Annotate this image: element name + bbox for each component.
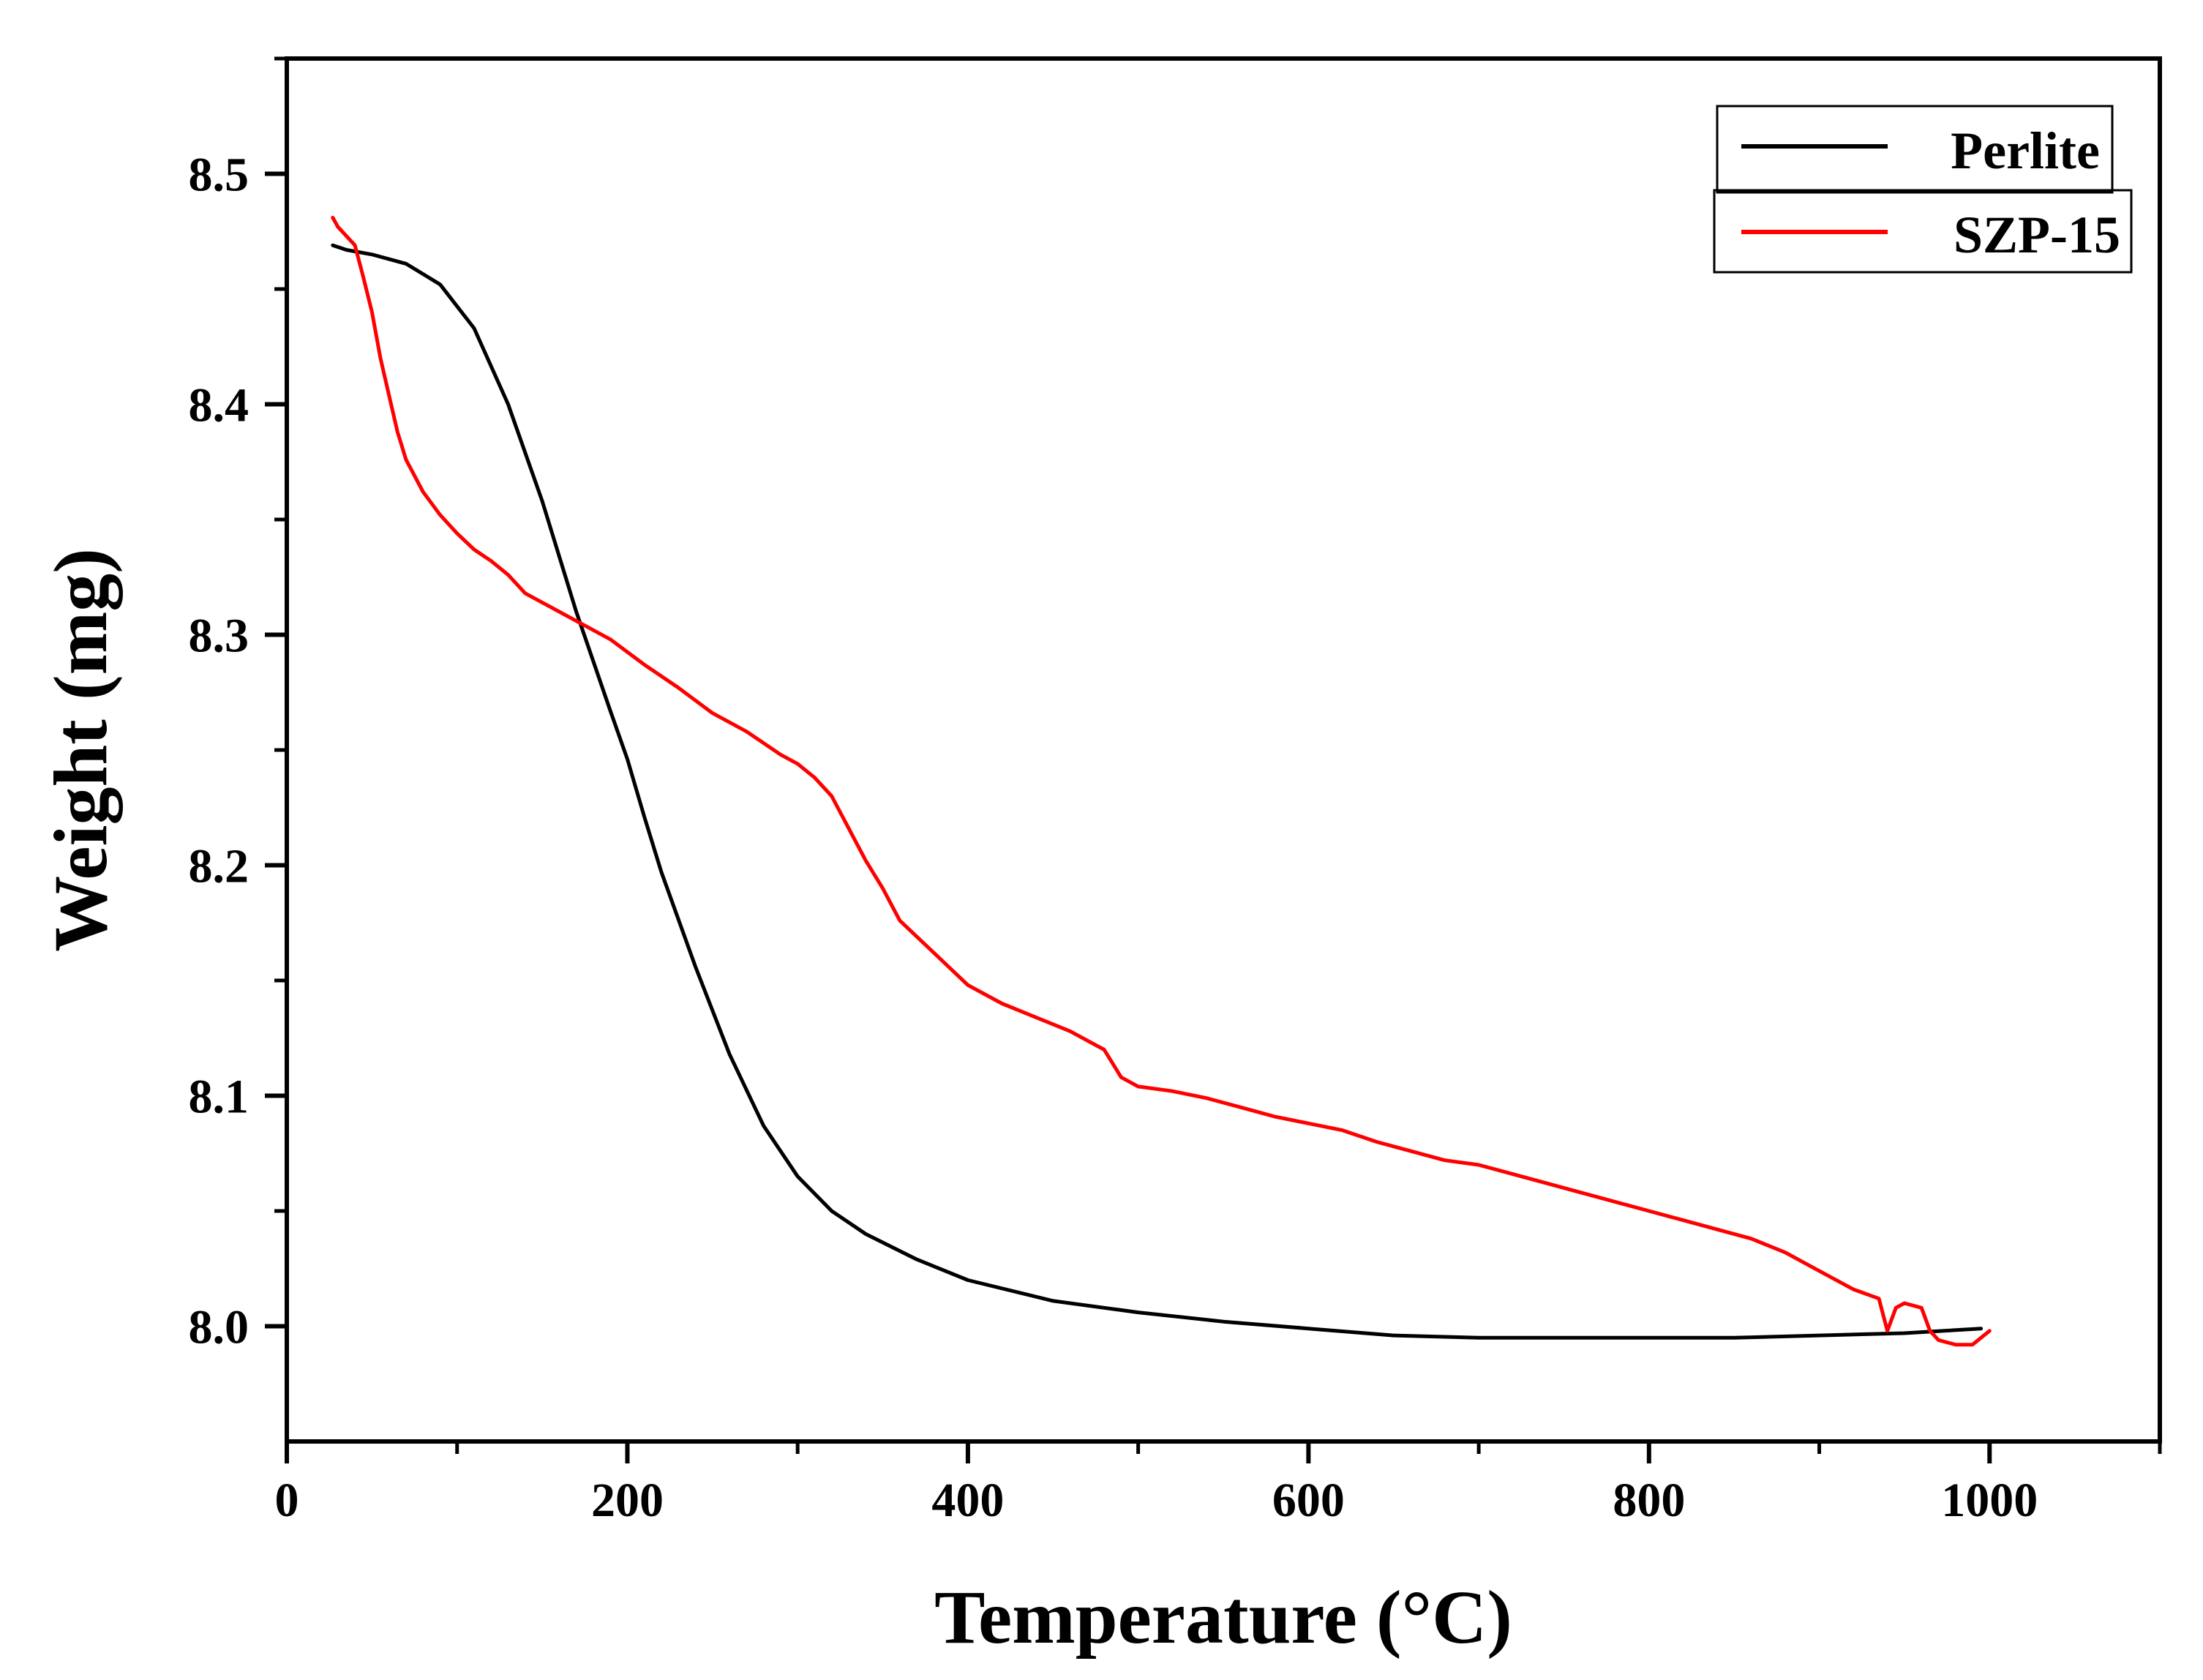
y-axis-title: Weight (mg): [39, 548, 123, 952]
legend-box-szp15: [1713, 189, 2133, 274]
legend-label-perlite: Perlite: [1951, 121, 2100, 180]
x-tick-label: 400: [931, 1474, 1004, 1527]
x-tick-label: 200: [591, 1474, 664, 1527]
y-tick-label: 8.4: [189, 379, 249, 432]
legend-label-szp15: SZP-15: [1954, 206, 2120, 264]
x-tick-label: 0: [275, 1474, 299, 1527]
series-line-perlite: [331, 243, 1984, 1340]
legend: Perlite SZP-15: [1713, 105, 2133, 274]
x-tick-label: 1000: [1941, 1474, 2038, 1527]
plot-frame: [285, 56, 2162, 1444]
x-tick-label: 600: [1272, 1474, 1345, 1527]
axis-tick-labels: 0 200 400 600 800 1000 8.0 8.1 8.2 8.3 8.4 8.5: [189, 149, 2038, 1528]
series-layer: [331, 215, 1992, 1347]
y-tick-label: 8.1: [189, 1070, 249, 1124]
y-tick-label: 8.5: [189, 149, 249, 202]
legend-box-perlite: [1716, 105, 2114, 194]
x-tick-label: 800: [1613, 1474, 1685, 1527]
x-axis-title: Temperature (°C): [934, 1575, 1512, 1660]
series-line-szp-15: [331, 215, 1992, 1347]
y-tick-label: 8.0: [189, 1301, 249, 1354]
y-tick-label: 8.3: [189, 610, 249, 663]
y-tick-label: 8.2: [189, 840, 249, 893]
